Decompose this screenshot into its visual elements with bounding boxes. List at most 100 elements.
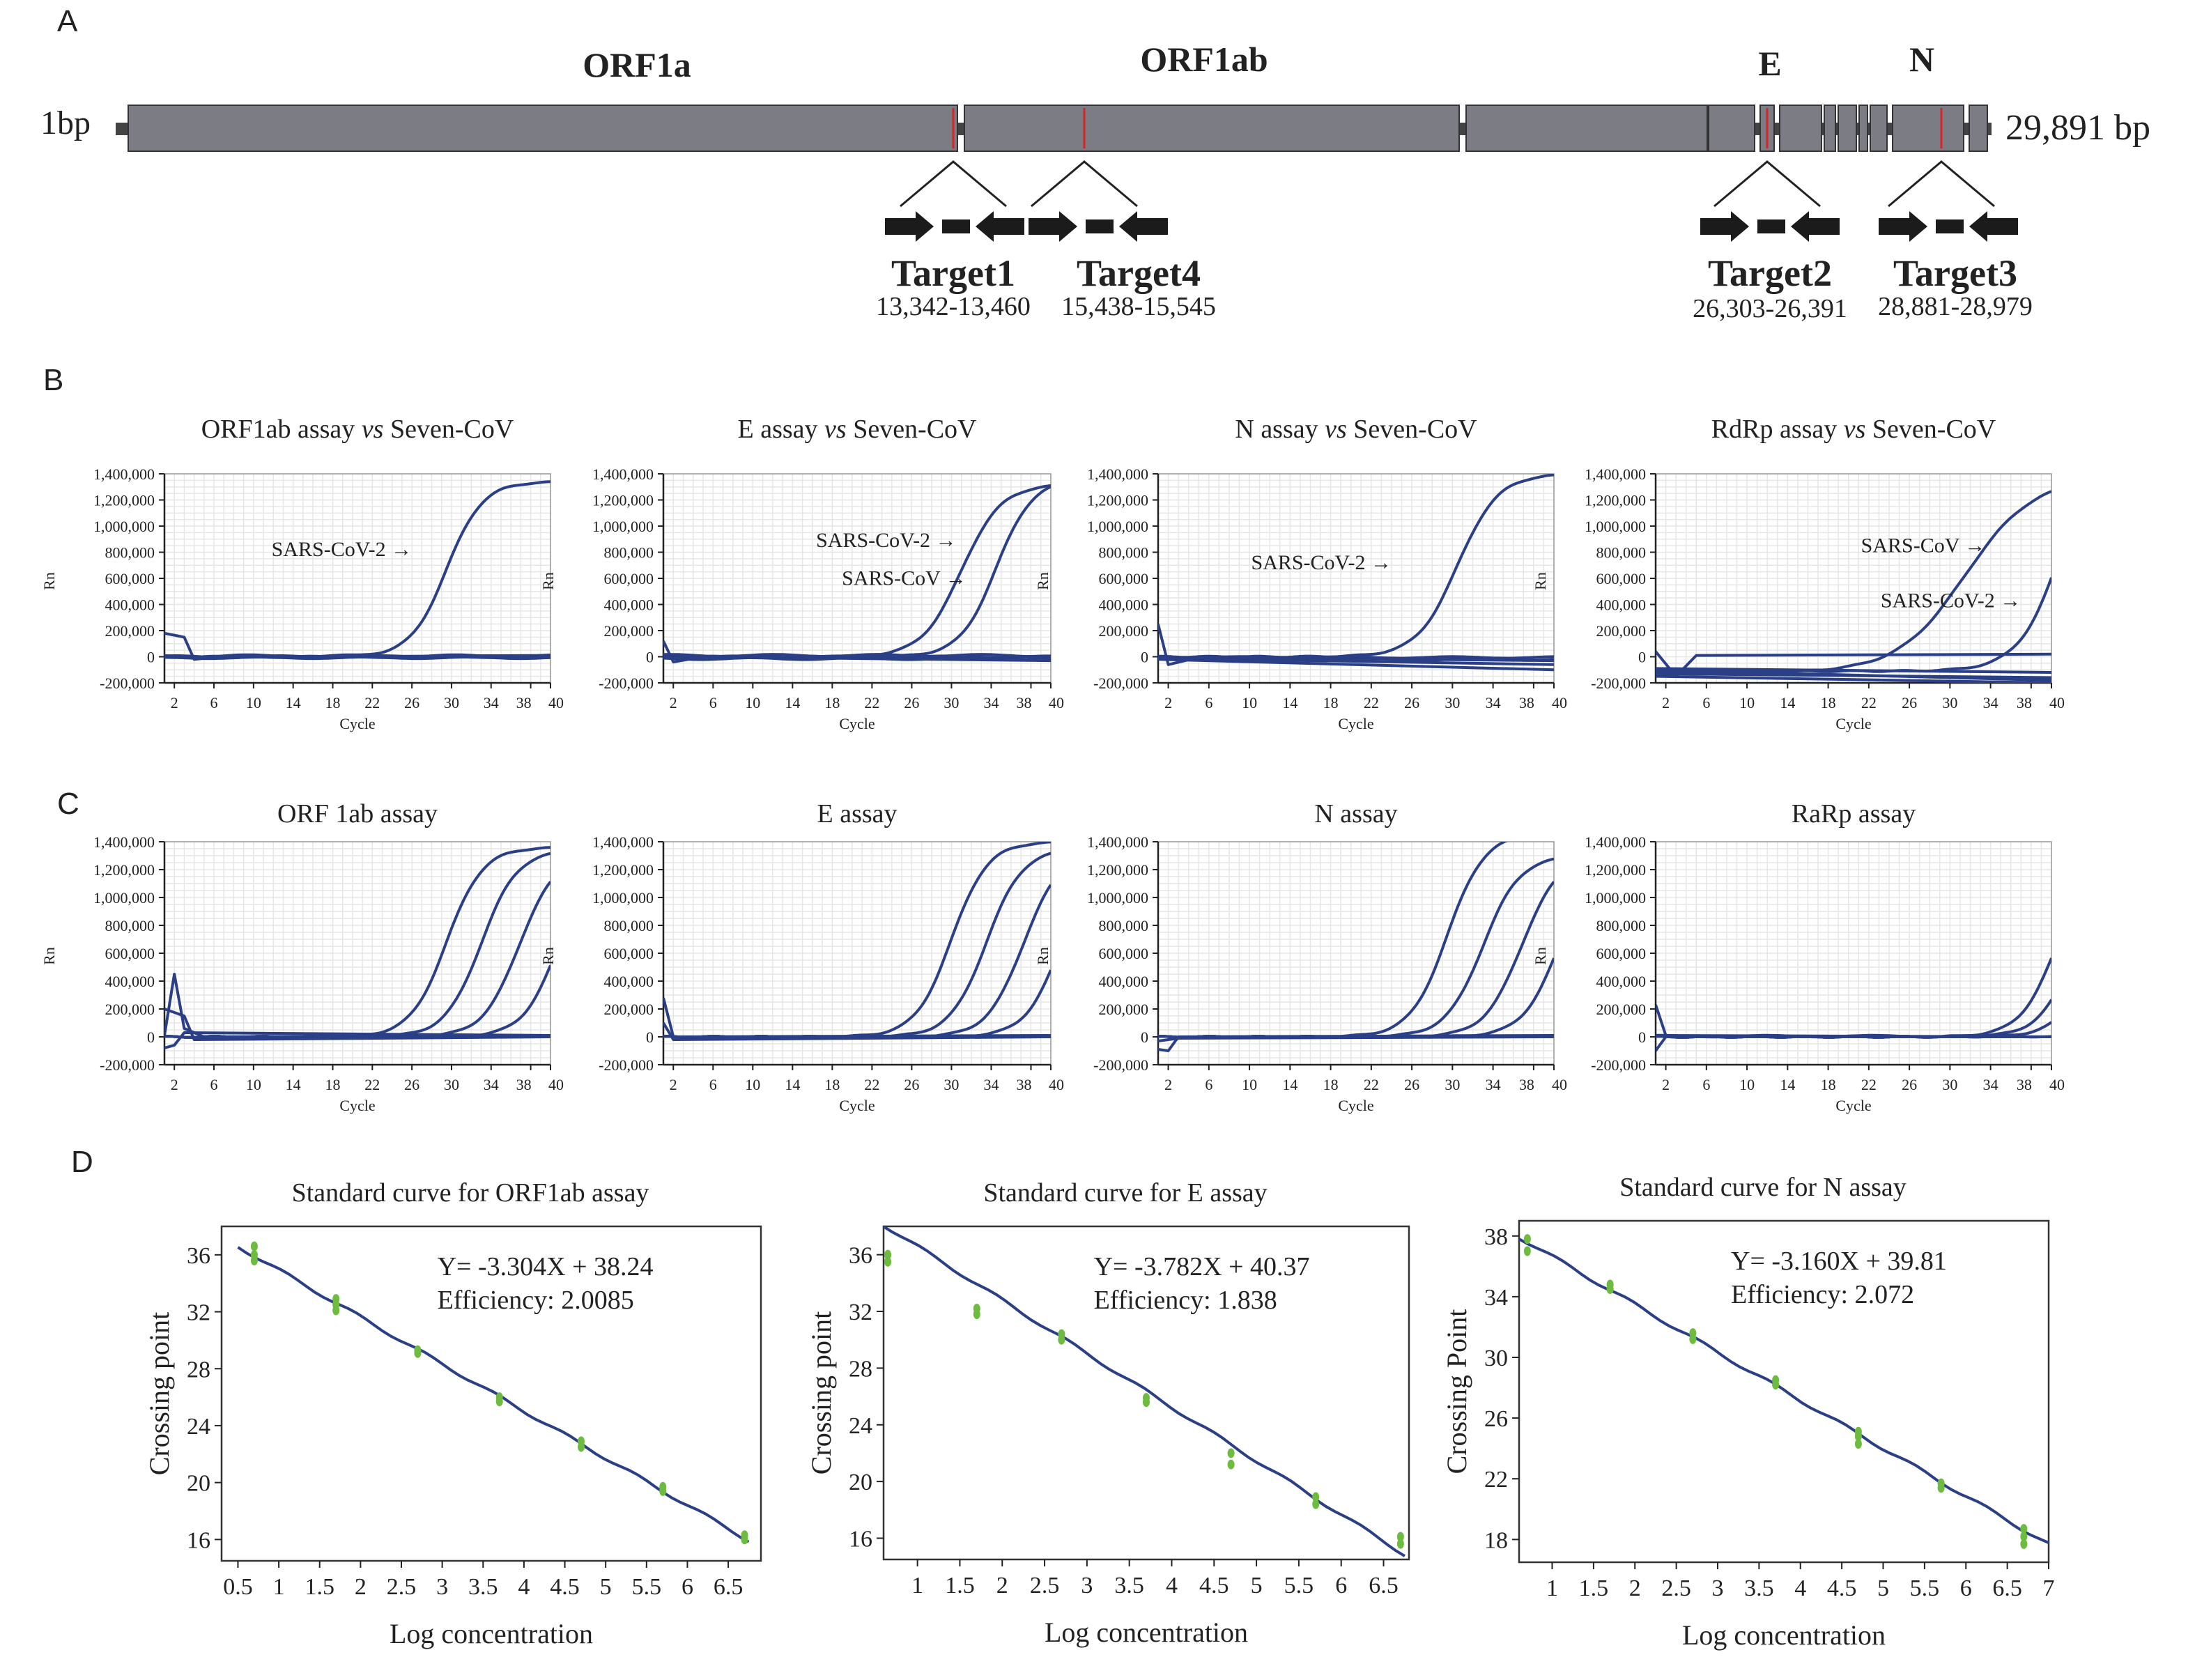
y-tick-label: 32 (849, 1300, 872, 1325)
x-tick-label: 40 (2049, 694, 2065, 711)
y-tick-label: 600,000 (604, 945, 654, 962)
gene-block-m (1779, 105, 1822, 152)
curve-annotation: SARS-CoV → (842, 567, 966, 589)
reverse-primer-arrow (976, 211, 1024, 242)
x-tick-label: 6 (210, 694, 218, 711)
x-tick-label: 3.5 (468, 1574, 498, 1600)
gene-blocks (128, 105, 1988, 152)
y-tick-label: 20 (849, 1470, 872, 1495)
chart-title-part: Seven-CoV (1347, 415, 1477, 444)
data-point (1143, 1397, 1150, 1408)
y-tick-label: -200,000 (1093, 675, 1148, 692)
x-tick-label: 14 (1282, 1076, 1297, 1093)
panel-label-b: B (43, 363, 63, 397)
y-tick-label: -200,000 (599, 675, 654, 692)
x-tick-label: 38 (1016, 1076, 1031, 1093)
primer-set-1 (885, 211, 1024, 242)
x-tick-label: 2 (1164, 694, 1172, 711)
y-tick-label: 400,000 (1596, 973, 1647, 990)
x-tick-label: 38 (1519, 694, 1534, 711)
gene-block-orf1b-part2 (1465, 105, 1708, 152)
chart-title-part: ORF1ab assay (201, 415, 362, 444)
amplification-curve (1656, 490, 2051, 675)
plot-grid (663, 473, 1052, 684)
x-tick-label: 6 (1702, 1076, 1710, 1093)
amplification-curve (164, 654, 550, 659)
amplification-curve (1158, 1035, 1554, 1042)
gene-block-orf8 (1870, 105, 1888, 152)
plot-grid (164, 473, 551, 684)
y-tick-label: 1,000,000 (592, 889, 654, 907)
equation-label: Y= -3.160X + 39.81 (1731, 1247, 1947, 1276)
x-axis-label: Cycle (339, 1097, 375, 1114)
amplification-curve (1656, 667, 2051, 674)
curve-annotation: SARS-CoV → (1861, 534, 1986, 557)
y-tick-label: 34 (1484, 1285, 1508, 1311)
amplification-curve (1158, 857, 1554, 1039)
x-tick-label: 14 (286, 1076, 301, 1093)
x-tick-label: 10 (745, 1076, 760, 1093)
y-tick-label: 18 (1484, 1527, 1508, 1553)
data-point (659, 1486, 667, 1496)
x-tick-label: 6.5 (714, 1574, 744, 1600)
series-group (1158, 842, 1554, 1052)
amplification-curve (164, 1008, 550, 1041)
x-tick-label: 30 (444, 694, 459, 711)
chart-c-e-assay: 1,400,000 1,200,000 1,000,000 800,000 600,00… (539, 799, 1064, 1114)
y-tick-label: 0 (147, 1028, 155, 1046)
x-tick-label: 10 (246, 694, 261, 711)
data-point (332, 1305, 340, 1316)
y-tick-label: 800,000 (1099, 544, 1149, 562)
y-tick-label: -200,000 (1591, 675, 1646, 692)
y-tick-label: 600,000 (1596, 570, 1647, 587)
primer-set-4 (1879, 211, 2018, 242)
y-tick-label: 400,000 (1596, 596, 1647, 614)
x-tick-label: 5.5 (632, 1574, 662, 1600)
y-tick-label: 1,400,000 (93, 465, 155, 483)
gene-block-n (1892, 105, 1964, 152)
data-point (884, 1256, 892, 1267)
chart-d-standard-curve-orf1ab: 16 20 24 28 32 36 0.5 1 1.5 2 2.5 3 3.5 4 4.5 5 5.5 6 6.5 L… (144, 1178, 762, 1649)
primer-probe-sets (885, 211, 2018, 242)
forward-primer-arrow (1879, 211, 1927, 242)
y-tick-label: 400,000 (1099, 973, 1149, 990)
x-tick-label: 40 (1049, 694, 1064, 711)
y-tick-label: 1,400,000 (592, 833, 654, 851)
data-point (1227, 1448, 1235, 1458)
x-tick-label: 2.5 (1030, 1573, 1060, 1598)
amplification-curve (164, 973, 550, 1038)
x-tick-label: 34 (1983, 694, 1998, 711)
x-tick-label: 6 (1205, 1076, 1212, 1093)
data-point (741, 1534, 748, 1545)
panel-label-d: D (71, 1145, 93, 1179)
x-tick-label: 2 (670, 694, 677, 711)
y-tick-label: 16 (187, 1527, 210, 1553)
y-tick-label: 400,000 (105, 973, 155, 990)
target-callout-lines (900, 160, 1995, 208)
x-tick-label: 30 (944, 1076, 959, 1093)
y-axis-label: Rn (40, 947, 58, 965)
data-point (973, 1309, 980, 1320)
probe-bar (1936, 219, 1964, 233)
x-tick-label: 1.5 (1579, 1575, 1609, 1601)
gene-label-e: E (1758, 44, 1781, 83)
chart-b-rdrp-vs-sevencov: 1,400,000 1,200,000 1,000,000 800,000 600,00… (1532, 415, 2065, 732)
probe-bar (942, 219, 970, 233)
x-tick-label: 40 (548, 694, 564, 711)
amplification-curve (1656, 668, 2051, 682)
amplification-curve (1158, 957, 1554, 1039)
x-tick-label: 6 (1960, 1575, 1972, 1601)
target4-callout (1031, 160, 1138, 208)
y-tick-label: 1,000,000 (93, 889, 155, 907)
x-tick-label: 2 (996, 1573, 1008, 1598)
x-tick-label: 10 (246, 1076, 261, 1093)
data-point (1854, 1439, 1862, 1449)
y-tick-label: 0 (1141, 1028, 1148, 1046)
data-point (1523, 1234, 1531, 1244)
primer-set-2 (1029, 211, 1168, 242)
x-tick-label: 40 (1049, 1076, 1064, 1093)
y-tick-label: 1,200,000 (592, 492, 654, 509)
x-tick-label: 38 (2017, 694, 2032, 711)
y-axis-label: Crossing point (144, 1312, 175, 1475)
x-axis-label: Cycle (839, 1097, 875, 1114)
